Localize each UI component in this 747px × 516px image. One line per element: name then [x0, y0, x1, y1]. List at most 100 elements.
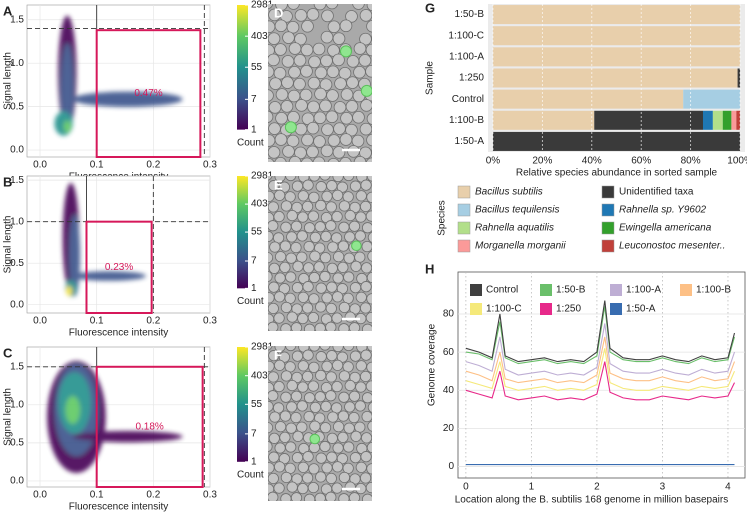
legend-label: Bacillus tequilensis: [475, 205, 560, 216]
droplet: [320, 230, 332, 242]
legend-swatch: [540, 284, 552, 296]
droplet: [337, 261, 349, 273]
droplet: [274, 133, 288, 146]
colorbar-tick-label: 55: [251, 62, 263, 73]
droplet: [374, 283, 384, 293]
droplet: [268, 472, 279, 485]
droplet: [287, 110, 300, 124]
droplet: [319, 252, 332, 264]
droplet: [315, 301, 327, 313]
legend-label: 1:100-B: [696, 285, 731, 296]
droplet: [367, 231, 372, 243]
droplet: [310, 334, 320, 344]
legend-swatch: [601, 185, 615, 199]
legend-label: 1:100-A: [626, 285, 661, 296]
bar-segment: [492, 5, 741, 25]
droplet: [371, 264, 372, 269]
droplet: [287, 333, 297, 343]
droplet: [366, 133, 372, 147]
x-tick-label: 2: [594, 482, 600, 493]
droplet: [355, 332, 365, 342]
x-tick-label: 0.1: [90, 160, 104, 171]
droplet: [359, 370, 372, 383]
droplet: [315, 351, 327, 363]
colorbar-tick-label: 403: [251, 370, 268, 381]
droplet: [300, 157, 314, 162]
legend-swatch: [680, 284, 692, 296]
droplet: [303, 410, 315, 423]
droplet: [371, 35, 372, 42]
droplet: [301, 19, 314, 33]
bar-segment: [683, 89, 741, 109]
droplet: [321, 462, 333, 474]
droplet: [352, 110, 365, 124]
droplet: [280, 10, 293, 23]
x-tick-label: 0.3: [203, 316, 217, 327]
droplet: [280, 370, 292, 382]
legend-swatch: [601, 203, 615, 217]
droplet: [348, 390, 361, 402]
bar-segment: [712, 110, 723, 130]
droplet: [326, 262, 338, 274]
droplet: [308, 293, 320, 305]
panel-label: E: [274, 177, 283, 192]
droplet: [285, 441, 297, 453]
droplet: [333, 122, 346, 135]
droplet: [273, 211, 285, 223]
droplet: [319, 99, 332, 113]
droplet: [321, 360, 333, 372]
droplet: [319, 78, 333, 91]
legend-label: Ewingella americana: [619, 223, 712, 234]
droplet: [281, 55, 295, 68]
legend-swatch: [457, 185, 471, 199]
droplet: [373, 101, 385, 113]
droplet: [331, 380, 343, 393]
droplet: [319, 270, 331, 283]
legend-swatch: [610, 303, 622, 315]
droplet: [326, 180, 338, 192]
x-tick-label: 0.0: [33, 160, 47, 171]
droplet: [314, 66, 328, 80]
droplet: [268, 262, 280, 274]
droplet: [354, 400, 366, 412]
y-tick-label: 1.5: [10, 361, 24, 372]
droplet: [345, 123, 358, 137]
droplet: [331, 504, 341, 514]
colorbar-title: Count: [237, 137, 264, 148]
droplet: [300, 43, 314, 57]
droplet: [286, 311, 298, 323]
y-tick-label: 40: [443, 385, 455, 396]
droplet: [315, 452, 327, 464]
micrograph: [268, 176, 384, 344]
droplet: [349, 452, 362, 464]
droplet: [338, 370, 350, 382]
droplet: [366, 112, 372, 125]
droplet: [326, 451, 338, 463]
droplet: [282, 31, 295, 44]
colorbar-tick-label: 403: [251, 31, 268, 42]
droplet: [268, 440, 273, 453]
droplet: [279, 410, 291, 422]
droplet: [371, 126, 372, 131]
droplet: [294, 32, 307, 46]
droplet: [344, 311, 356, 323]
density-cloud: [47, 361, 183, 473]
droplet: [319, 346, 331, 351]
colorbar-tick-label: 2981: [251, 0, 274, 11]
droplet: [268, 89, 274, 102]
legend-label: Leuconostoc mesenter..: [619, 241, 725, 252]
droplet: [286, 481, 298, 493]
droplet: [303, 222, 316, 234]
droplet: [268, 101, 282, 114]
droplet: [313, 261, 325, 273]
droplet: [321, 9, 334, 23]
gate: [85, 220, 153, 315]
x-tick-label: 0.3: [203, 160, 217, 171]
droplet: [374, 200, 384, 210]
droplet: [338, 66, 352, 80]
droplet: [349, 350, 362, 362]
fluorescent-droplet: [340, 45, 352, 58]
bar-segment: [722, 110, 732, 130]
x-tick-label: 20%: [532, 156, 552, 167]
droplet: [365, 43, 372, 57]
